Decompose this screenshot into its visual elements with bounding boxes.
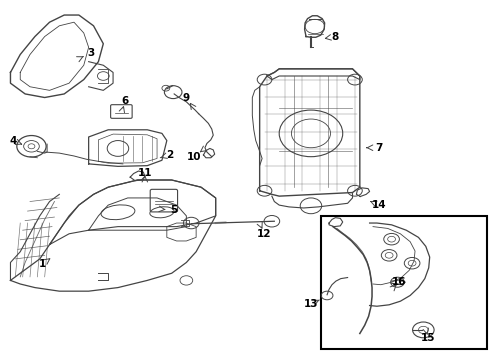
Bar [321,216,487,348]
Text: 4: 4 [9,136,17,145]
Text: 1: 1 [39,259,46,269]
Text: 6: 6 [122,96,129,106]
Text: 9: 9 [183,93,190,103]
Text: 10: 10 [187,152,201,162]
Text: 2: 2 [166,150,173,160]
Text: 15: 15 [421,333,436,343]
Text: 13: 13 [304,299,318,309]
Text: 5: 5 [171,206,178,216]
Text: 14: 14 [372,200,387,210]
Text: 12: 12 [257,229,272,239]
Text: 8: 8 [332,32,339,41]
Text: 16: 16 [392,277,406,287]
Text: 3: 3 [87,48,95,58]
Text: 11: 11 [138,168,152,178]
Text: 7: 7 [376,143,383,153]
